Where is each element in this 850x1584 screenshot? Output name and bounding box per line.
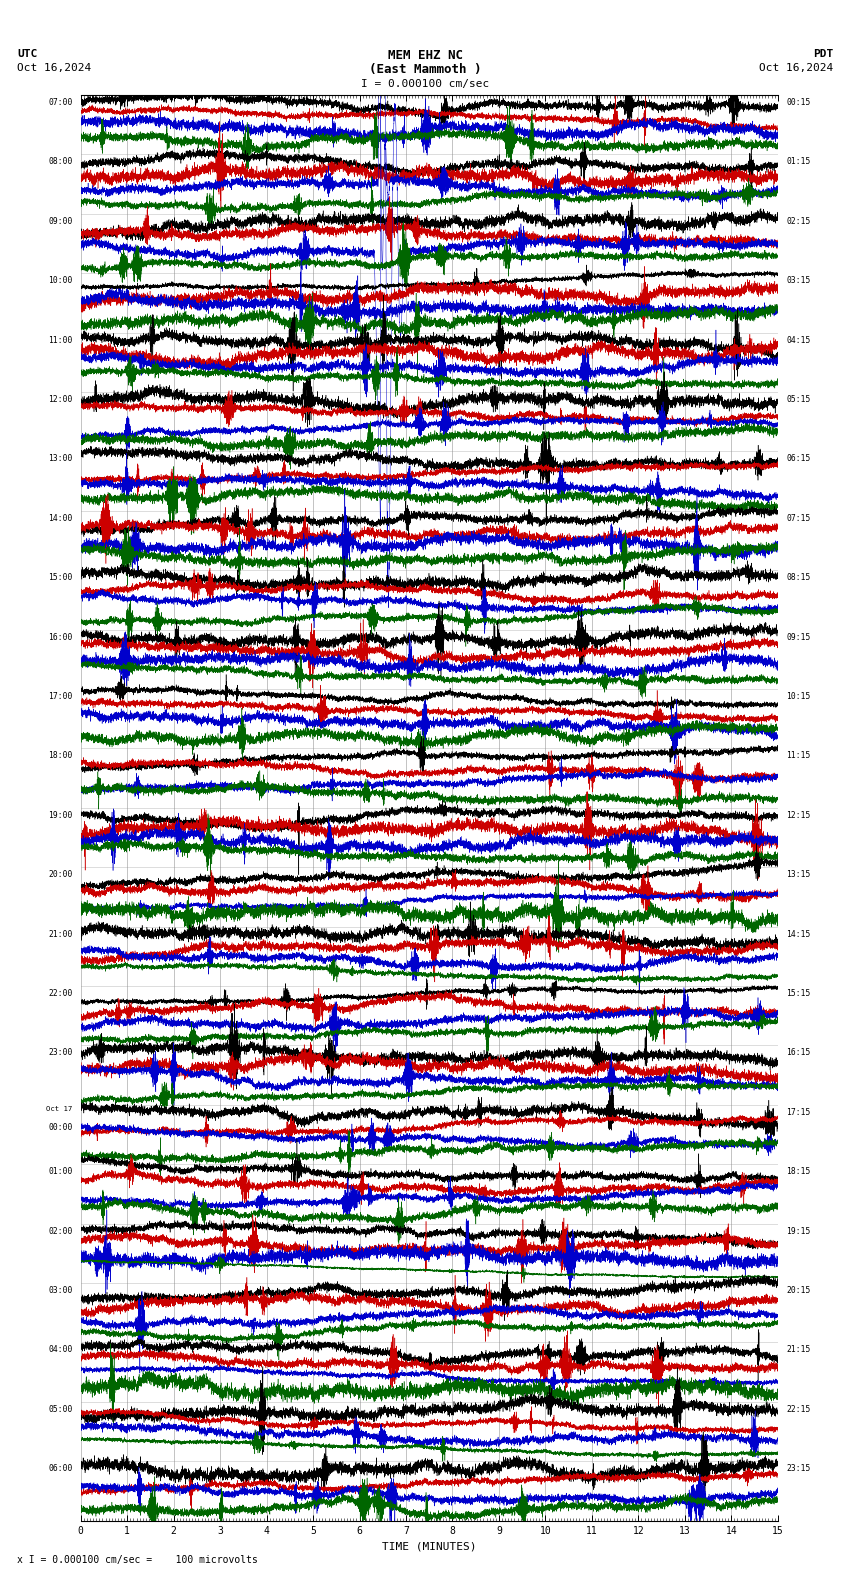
Text: 05:15: 05:15 [786, 394, 811, 404]
Text: 19:15: 19:15 [786, 1226, 811, 1236]
Text: PDT: PDT [813, 49, 833, 59]
Text: 10:15: 10:15 [786, 692, 811, 702]
Text: 23:15: 23:15 [786, 1464, 811, 1473]
Text: 08:00: 08:00 [48, 157, 72, 166]
Text: 13:15: 13:15 [786, 870, 811, 879]
Text: x I = 0.000100 cm/sec =    100 microvolts: x I = 0.000100 cm/sec = 100 microvolts [17, 1555, 258, 1565]
Text: 12:00: 12:00 [48, 394, 72, 404]
Text: 18:00: 18:00 [48, 751, 72, 760]
Text: 22:15: 22:15 [786, 1405, 811, 1415]
Text: (East Mammoth ): (East Mammoth ) [369, 63, 481, 76]
Text: 00:15: 00:15 [786, 98, 811, 108]
Text: 14:00: 14:00 [48, 513, 72, 523]
Text: 14:15: 14:15 [786, 930, 811, 939]
Text: 08:15: 08:15 [786, 573, 811, 583]
Text: 15:15: 15:15 [786, 988, 811, 998]
Text: 20:15: 20:15 [786, 1286, 811, 1296]
Text: I = 0.000100 cm/sec: I = 0.000100 cm/sec [361, 79, 489, 89]
Text: 21:00: 21:00 [48, 930, 72, 939]
Text: UTC: UTC [17, 49, 37, 59]
Text: 19:00: 19:00 [48, 811, 72, 821]
Text: 07:00: 07:00 [48, 98, 72, 108]
Text: 10:00: 10:00 [48, 276, 72, 285]
Text: 03:15: 03:15 [786, 276, 811, 285]
Text: 21:15: 21:15 [786, 1345, 811, 1354]
Text: 11:15: 11:15 [786, 751, 811, 760]
Text: 23:00: 23:00 [48, 1049, 72, 1058]
Text: 07:15: 07:15 [786, 513, 811, 523]
Text: 06:15: 06:15 [786, 455, 811, 464]
Text: 17:00: 17:00 [48, 692, 72, 702]
Text: 04:00: 04:00 [48, 1345, 72, 1354]
Text: 13:00: 13:00 [48, 455, 72, 464]
Text: 18:15: 18:15 [786, 1167, 811, 1177]
Text: 03:00: 03:00 [48, 1286, 72, 1296]
Text: 12:15: 12:15 [786, 811, 811, 821]
X-axis label: TIME (MINUTES): TIME (MINUTES) [382, 1541, 477, 1551]
Text: 01:00: 01:00 [48, 1167, 72, 1177]
Text: 20:00: 20:00 [48, 870, 72, 879]
Text: 02:15: 02:15 [786, 217, 811, 227]
Text: Oct 16,2024: Oct 16,2024 [17, 63, 91, 73]
Text: 15:00: 15:00 [48, 573, 72, 583]
Text: 05:00: 05:00 [48, 1405, 72, 1415]
Text: 00:00: 00:00 [48, 1123, 72, 1131]
Text: 02:00: 02:00 [48, 1226, 72, 1236]
Text: Oct 16,2024: Oct 16,2024 [759, 63, 833, 73]
Text: Oct 17: Oct 17 [46, 1106, 72, 1112]
Text: 01:15: 01:15 [786, 157, 811, 166]
Text: MEM EHZ NC: MEM EHZ NC [388, 49, 462, 62]
Text: 09:15: 09:15 [786, 632, 811, 642]
Text: 16:15: 16:15 [786, 1049, 811, 1058]
Text: 06:00: 06:00 [48, 1464, 72, 1473]
Text: 16:00: 16:00 [48, 632, 72, 642]
Text: 11:00: 11:00 [48, 336, 72, 345]
Text: 04:15: 04:15 [786, 336, 811, 345]
Text: 09:00: 09:00 [48, 217, 72, 227]
Text: 17:15: 17:15 [786, 1107, 811, 1117]
Text: 22:00: 22:00 [48, 988, 72, 998]
